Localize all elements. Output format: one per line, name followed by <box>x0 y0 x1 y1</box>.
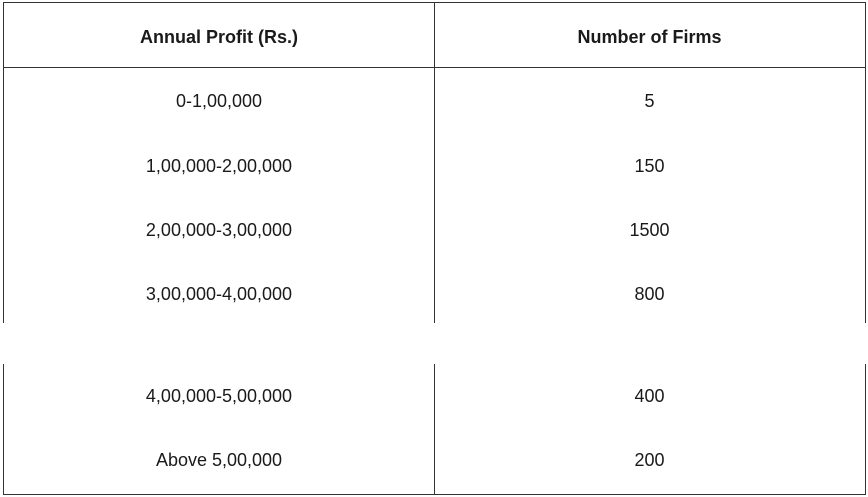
profit-range-cell: 1,00,000-2,00,000 <box>145 155 293 176</box>
table-row: 0-1,00,000 5 <box>4 86 865 116</box>
profit-range-cell: 4,00,000-5,00,000 <box>145 385 293 406</box>
table-row: 3,00,000-4,00,000 800 <box>4 279 865 309</box>
header-number-of-firms: Number of Firms <box>577 26 722 47</box>
table-row: 2,00,000-3,00,000 1500 <box>4 215 865 245</box>
firm-count-cell: 200 <box>634 449 665 470</box>
firm-count-cell: 1500 <box>629 219 670 240</box>
table-header: Annual Profit (Rs.) Number of Firms <box>4 22 865 52</box>
table-row: 1,00,000-2,00,000 150 <box>4 151 865 181</box>
firm-count-cell: 5 <box>644 90 655 111</box>
header-divider <box>4 67 865 68</box>
firm-count-cell: 150 <box>634 155 665 176</box>
profit-range-cell: 3,00,000-4,00,000 <box>145 283 293 304</box>
table-row: Above 5,00,000 200 <box>4 445 865 475</box>
profit-range-cell: Above 5,00,000 <box>155 449 283 470</box>
table-top-section: Annual Profit (Rs.) Number of Firms 0-1,… <box>3 2 866 323</box>
table-bottom-section: 4,00,000-5,00,000 400 Above 5,00,000 200 <box>3 364 866 495</box>
table-row: 4,00,000-5,00,000 400 <box>4 381 865 411</box>
header-annual-profit: Annual Profit (Rs.) <box>140 26 298 47</box>
firm-count-cell: 400 <box>634 385 665 406</box>
column-divider <box>434 3 435 323</box>
firm-count-cell: 800 <box>634 283 665 304</box>
profit-range-cell: 2,00,000-3,00,000 <box>145 219 293 240</box>
column-divider <box>434 364 435 494</box>
profit-range-cell: 0-1,00,000 <box>175 90 263 111</box>
